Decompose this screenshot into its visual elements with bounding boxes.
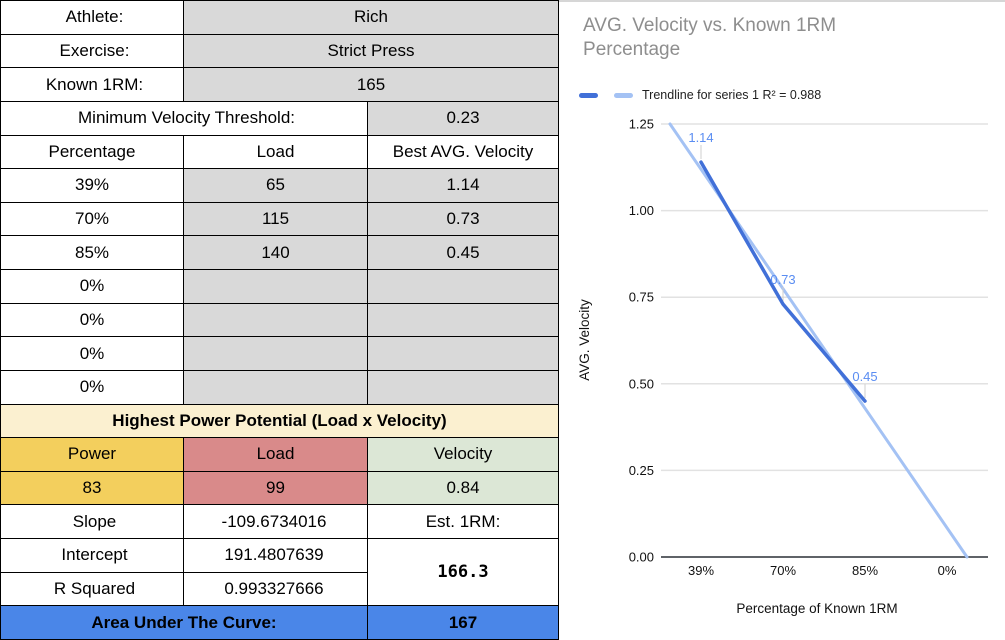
percentage-header-cell[interactable]: Percentage (0, 134, 184, 170)
y-tick-label: 0.75 (629, 290, 654, 305)
table-row: 0% (0, 369, 560, 405)
table-row: 0% (0, 302, 560, 338)
velocity-cell[interactable] (366, 336, 560, 371)
trendline-legend-dash-dark-icon (579, 92, 599, 98)
velocity-cell[interactable] (366, 269, 560, 304)
table-row: 83 99 0.84 (0, 470, 560, 506)
table-header-row: Power Load Velocity (0, 437, 560, 472)
velocity-cell[interactable]: 0.45 (366, 235, 560, 270)
table-row: Minimum Velocity Threshold: 0.23 (0, 100, 560, 136)
point-label: 0.45 (852, 369, 877, 384)
x-tick-label: 0% (938, 563, 957, 578)
exercise-label-cell[interactable]: Exercise: (0, 33, 184, 69)
series-line (699, 160, 867, 403)
intercept-label-cell[interactable]: Intercept (0, 538, 184, 573)
rsquared-label-cell[interactable]: R Squared (0, 571, 184, 607)
percentage-cell[interactable]: 0% (0, 369, 184, 405)
hpp-load-value-cell[interactable]: 99 (183, 470, 368, 506)
load-cell[interactable] (183, 269, 368, 304)
table-row: 85% 140 0.45 (0, 235, 560, 270)
table-row: Known 1RM: 165 (0, 67, 560, 102)
table-row: Intercept 191.4807639 166.3 (0, 537, 560, 607)
load-cell[interactable] (183, 369, 368, 405)
hpp-title-cell[interactable]: Highest Power Potential (Load x Velocity… (0, 403, 560, 439)
est1rm-label-cell[interactable]: Est. 1RM: (366, 504, 560, 539)
chart-widget[interactable]: AVG. Velocity vs. Known 1RM Percentage T… (559, 0, 1005, 640)
slope-value-cell[interactable]: -109.6734016 (183, 504, 368, 539)
load-cell[interactable] (183, 336, 368, 371)
known1rm-value-cell[interactable]: 165 (182, 67, 560, 102)
y-tick-label: 1.25 (629, 117, 654, 132)
velocity-cell[interactable] (366, 302, 560, 338)
table-row: Exercise: Strict Press (0, 33, 560, 69)
y-tick-label: 0.25 (629, 463, 654, 478)
chart-plot-area: 1.14 0.73 0.45 1.25 1.00 0.75 0.50 0.25 … (577, 117, 989, 616)
table-row: 0% (0, 269, 560, 304)
mvt-label-cell[interactable]: Minimum Velocity Threshold: (0, 100, 368, 136)
table-row: 70% 115 0.73 (0, 201, 560, 237)
table-row: Area Under The Curve: 167 (0, 605, 560, 640)
percentage-cell[interactable]: 0% (0, 302, 184, 338)
auc-label-cell[interactable]: Area Under The Curve: (0, 605, 368, 640)
percentage-cell[interactable]: 0% (0, 336, 184, 371)
est1rm-value-cell[interactable]: 166.3 (366, 537, 560, 607)
x-tick-label: 70% (770, 563, 796, 578)
trendline-legend-dash-light-icon (614, 92, 634, 98)
percentage-cell[interactable]: 85% (0, 235, 184, 270)
percentage-cell[interactable]: 39% (0, 168, 184, 203)
table-row: Athlete: Rich (0, 0, 560, 35)
load-cell[interactable] (183, 302, 368, 338)
table-header-row: Percentage Load Best AVG. Velocity (0, 134, 560, 170)
mvt-value-cell[interactable]: 0.23 (366, 100, 560, 136)
exercise-value-cell[interactable]: Strict Press (182, 33, 560, 69)
slope-label-cell[interactable]: Slope (0, 504, 184, 539)
hpp-velocity-header-cell[interactable]: Velocity (366, 437, 560, 472)
y-tick-label: 0.50 (629, 376, 654, 391)
chart-title: AVG. Velocity vs. Known 1RM Percentage (583, 15, 837, 60)
rsquared-value-cell[interactable]: 0.993327666 (183, 571, 368, 607)
intercept-value-cell[interactable]: 191.4807639 (183, 538, 368, 573)
load-cell[interactable]: 140 (183, 235, 368, 270)
power-value-cell[interactable]: 83 (0, 470, 184, 506)
velocity-header-cell[interactable]: Best AVG. Velocity (366, 134, 560, 170)
percentage-cell[interactable]: 0% (0, 269, 184, 304)
hpp-load-header-cell[interactable]: Load (183, 437, 368, 472)
y-tick-label: 1.00 (629, 203, 654, 218)
hpp-velocity-value-cell[interactable]: 0.84 (366, 470, 560, 506)
known1rm-label-cell[interactable]: Known 1RM: (0, 67, 184, 102)
trendline-legend-label: Trendline for series 1 R² = 0.988 (642, 88, 822, 102)
point-label: 1.14 (688, 130, 713, 145)
velocity-cell[interactable] (366, 369, 560, 405)
table-row: 39% 65 1.14 (0, 168, 560, 203)
velocity-cell[interactable]: 1.14 (366, 168, 560, 203)
chart-legend: Trendline for series 1 R² = 0.988 (579, 88, 821, 102)
x-axis-title: Percentage of Known 1RM (736, 601, 897, 616)
x-tick-label: 39% (688, 563, 714, 578)
point-label: 0.73 (770, 272, 795, 287)
velocity-cell[interactable]: 0.73 (366, 201, 560, 237)
load-header-cell[interactable]: Load (183, 134, 368, 170)
power-header-cell[interactable]: Power (0, 437, 184, 472)
table-row: R Squared 0.993327666 (0, 571, 559, 607)
vbt-table: Athlete: Rich Exercise: Strict Press Kno… (0, 0, 560, 640)
auc-value-cell[interactable]: 167 (366, 605, 560, 640)
section-header-row: Highest Power Potential (Load x Velocity… (0, 403, 560, 439)
x-tick-label: 85% (852, 563, 878, 578)
load-cell[interactable]: 65 (183, 168, 368, 203)
y-axis-title: AVG. Velocity (577, 299, 592, 381)
athlete-label-cell[interactable]: Athlete: (0, 0, 184, 35)
athlete-value-cell[interactable]: Rich (182, 0, 560, 35)
load-cell[interactable]: 115 (183, 201, 368, 237)
table-row: 0% (0, 336, 560, 371)
percentage-cell[interactable]: 70% (0, 201, 184, 237)
y-tick-label: 0.00 (629, 550, 654, 565)
table-row: Slope -109.6734016 Est. 1RM: (0, 504, 560, 539)
